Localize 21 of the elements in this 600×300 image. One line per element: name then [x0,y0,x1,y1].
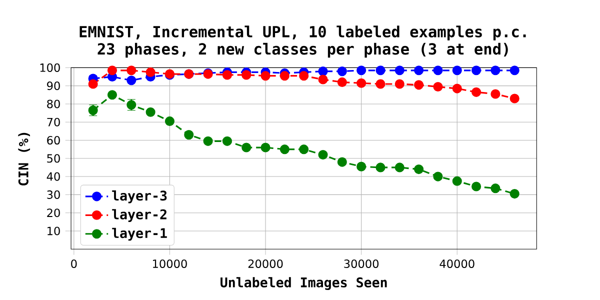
x-tick-label: 40000 [440,259,474,268]
x-tick-label: 0 [71,259,77,268]
y-axis-title: CIN (%) [18,132,30,186]
chart-title: EMNIST, Incremental UPL, 10 labeled examples p.c. 23 phases, 2 new classes per phase (3 at end) [80,26,526,58]
y-tick-label: 50 [47,154,60,163]
legend-label: layer-3 [112,190,167,204]
y-tick-label: 40 [46,172,60,181]
legend-label: layer-2 [112,209,166,222]
y-tick-label: 30 [47,190,60,199]
x-tick-label: 10000 [153,259,187,268]
x-tick-label: 20000 [248,259,283,268]
y-tick-label: 60 [47,136,60,145]
x-axis-title: Unlabeled Images Seen [220,277,387,290]
legend-label: layer-1 [112,228,167,241]
y-tick-label: 80 [47,100,60,108]
y-tick-label: 100 [40,63,60,72]
y-tick-label: 70 [47,118,60,126]
y-tick-label: 10 [48,226,60,236]
y-tick-label: 90 [47,82,60,90]
x-tick-label: 30000 [344,259,379,268]
y-tick-label: 20 [47,208,60,218]
